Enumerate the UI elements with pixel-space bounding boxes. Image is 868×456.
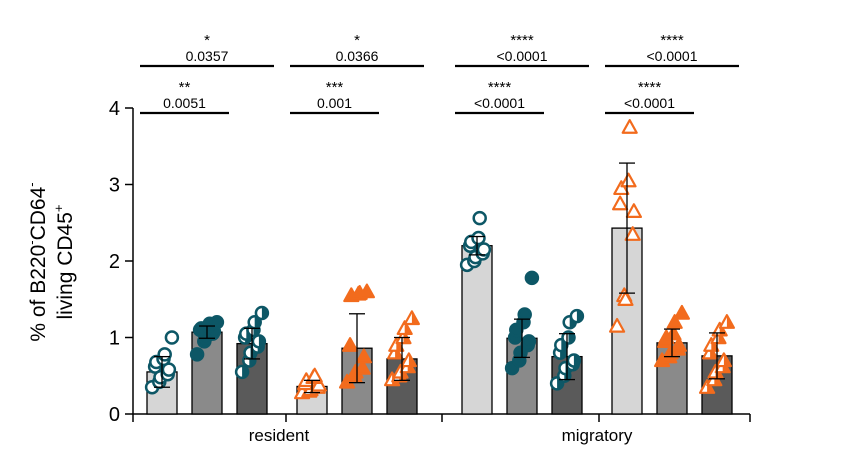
group-label-resident: resident bbox=[249, 426, 310, 445]
point-triangle bbox=[665, 325, 682, 341]
point-triangle bbox=[355, 348, 372, 364]
point-triangle-half-fill bbox=[411, 311, 419, 324]
significance-stars: ** bbox=[179, 79, 191, 96]
point-triangle bbox=[620, 172, 637, 188]
point-triangle-half-fill bbox=[726, 315, 734, 328]
point-circle bbox=[189, 347, 205, 362]
point-triangle bbox=[617, 291, 634, 306]
significance-p-value: 0.0366 bbox=[336, 48, 379, 64]
y-tick-label: 2 bbox=[109, 251, 120, 273]
error-bars bbox=[154, 162, 725, 394]
point-triangle-half-fill bbox=[710, 345, 718, 359]
point-triangle bbox=[625, 203, 642, 218]
point-triangle bbox=[621, 119, 638, 134]
point-triangle bbox=[670, 337, 687, 352]
point-circle-half-fill bbox=[242, 365, 249, 378]
bar bbox=[191, 331, 223, 415]
significance-p-value: <0.0001 bbox=[624, 95, 675, 111]
significance-p-value: <0.0001 bbox=[647, 48, 698, 64]
point-circle-half-fill bbox=[258, 335, 265, 348]
point-triangle-half-fill bbox=[718, 330, 726, 344]
point-circle-half-fill bbox=[573, 354, 580, 367]
point-triangle bbox=[342, 337, 359, 352]
significance-p-value: <0.0001 bbox=[474, 95, 525, 111]
significance-stars: *** bbox=[326, 79, 344, 96]
point-triangle bbox=[310, 376, 327, 392]
point-triangle bbox=[666, 314, 683, 329]
significance-stars: **** bbox=[488, 79, 512, 96]
group-label-migratory: migratory bbox=[562, 426, 633, 445]
point-circle bbox=[517, 307, 532, 322]
point-triangle-half-fill bbox=[404, 321, 412, 334]
point-triangle bbox=[612, 195, 629, 211]
point-triangle-half-fill bbox=[407, 359, 415, 373]
point-circle bbox=[472, 210, 487, 226]
data-points bbox=[144, 119, 735, 400]
point-circle bbox=[476, 242, 492, 257]
point-triangle-half-fill bbox=[707, 380, 715, 393]
svg-text:% of B220-CD64-: % of B220-CD64- bbox=[24, 182, 50, 341]
y-tick-label: 3 bbox=[109, 175, 120, 197]
point-triangle-half-fill bbox=[395, 345, 403, 359]
y-tick-label: 0 bbox=[109, 404, 120, 426]
point-triangle bbox=[609, 317, 626, 333]
bars bbox=[146, 227, 733, 415]
point-circle bbox=[157, 347, 172, 362]
axes: 0 1 2 3 4 resident migratory bbox=[109, 98, 751, 445]
point-circle bbox=[164, 330, 180, 345]
point-triangle bbox=[624, 226, 641, 241]
significance-stars: * bbox=[204, 32, 210, 49]
point-triangle-half-fill bbox=[723, 353, 731, 367]
point-triangle bbox=[673, 304, 690, 320]
significance-p-value: <0.0001 bbox=[497, 48, 548, 64]
point-triangle bbox=[354, 360, 371, 375]
significance-annotations: *0.0357*0.0366****<0.0001****<0.0001**0.… bbox=[140, 32, 739, 115]
point-circle-half-fill bbox=[576, 310, 583, 323]
significance-stars: * bbox=[354, 32, 360, 49]
point-triangle bbox=[306, 367, 323, 383]
y-tick-label: 1 bbox=[109, 328, 120, 350]
significance-p-value: 0.0051 bbox=[163, 95, 206, 111]
point-circle bbox=[521, 334, 537, 349]
point-circle bbox=[471, 230, 486, 246]
point-triangle-half-fill bbox=[408, 353, 416, 367]
svg-text:living CD45+: living CD45+ bbox=[51, 205, 77, 320]
point-triangle-half-fill bbox=[722, 359, 730, 373]
y-axis-label: % of B220-CD64- living CD45+ bbox=[24, 182, 77, 341]
significance-stars: **** bbox=[638, 79, 662, 96]
significance-stars: **** bbox=[660, 32, 684, 49]
significance-stars: **** bbox=[510, 32, 534, 49]
significance-p-value: 0.001 bbox=[317, 95, 352, 111]
significance-p-value: 0.0357 bbox=[186, 48, 229, 64]
point-circle bbox=[524, 270, 540, 286]
point-circle-half-fill bbox=[568, 331, 575, 344]
point-triangle bbox=[358, 283, 375, 299]
point-circle-half-fill bbox=[261, 307, 268, 320]
point-circle bbox=[209, 314, 225, 330]
y-tick-label: 4 bbox=[109, 98, 120, 120]
point-triangle-half-fill bbox=[403, 330, 411, 344]
point-triangle bbox=[613, 180, 630, 196]
